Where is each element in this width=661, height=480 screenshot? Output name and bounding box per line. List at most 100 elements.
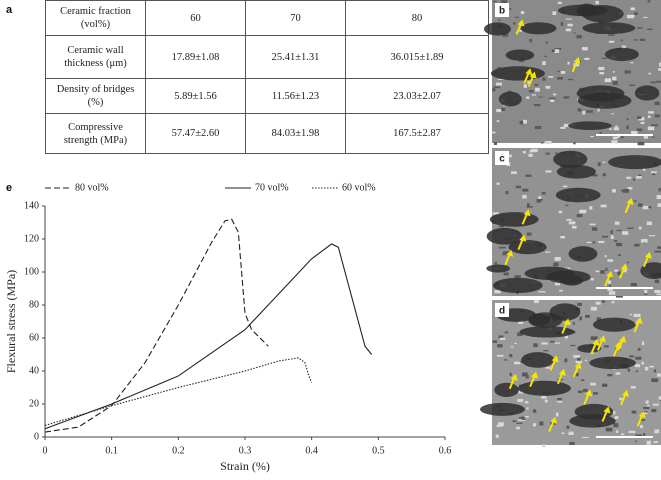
legend-label: 70 vol% — [255, 182, 289, 193]
texture — [608, 34, 615, 36]
texture — [567, 23, 573, 27]
texture — [526, 232, 532, 236]
texture — [586, 110, 593, 113]
pore — [505, 49, 535, 61]
arrow-head — [619, 335, 627, 343]
arrow-head — [638, 411, 646, 419]
texture — [509, 354, 513, 358]
texture — [531, 94, 536, 96]
texture — [634, 200, 637, 202]
pore — [494, 382, 519, 397]
texture — [643, 293, 648, 295]
texture — [492, 212, 500, 215]
texture — [496, 354, 504, 357]
texture — [496, 182, 500, 185]
arrow-head — [510, 373, 518, 381]
texture — [496, 120, 500, 122]
texture — [576, 35, 582, 39]
texture — [611, 113, 614, 115]
texture — [612, 189, 616, 193]
texture — [590, 382, 596, 386]
texture — [599, 72, 605, 75]
texture — [630, 386, 636, 389]
texture — [577, 108, 582, 112]
texture — [590, 336, 598, 341]
texture — [601, 300, 606, 303]
texture — [533, 300, 539, 303]
texture — [576, 356, 581, 361]
texture — [557, 76, 563, 80]
texture — [615, 372, 621, 375]
texture — [568, 431, 574, 436]
micrograph: c — [486, 148, 661, 298]
texture — [505, 190, 509, 195]
texture — [538, 96, 543, 98]
pore — [498, 91, 522, 107]
texture — [640, 425, 643, 429]
texture — [538, 196, 542, 200]
series-line — [44, 357, 313, 426]
texture — [647, 404, 650, 407]
texture — [627, 14, 635, 18]
table-cell: 5.89±1.56 — [145, 78, 246, 114]
texture — [629, 84, 635, 86]
pore — [490, 66, 545, 81]
arrow-head — [573, 56, 581, 64]
texture — [604, 255, 607, 258]
texture — [631, 130, 638, 134]
texture — [529, 38, 533, 43]
label-box — [495, 303, 509, 317]
texture — [586, 241, 592, 244]
texture — [523, 416, 529, 418]
texture — [651, 171, 657, 174]
texture — [529, 150, 532, 153]
texture — [581, 379, 585, 382]
micrograph: d — [479, 300, 661, 448]
texture — [653, 369, 657, 373]
pore — [521, 352, 555, 368]
texture — [541, 191, 546, 195]
table-row: Compressive strength (MPa) 57.47±2.60 84.0… — [45, 113, 489, 154]
texture — [550, 340, 555, 343]
texture — [644, 366, 649, 371]
texture — [635, 434, 643, 438]
texture — [612, 417, 617, 419]
texture — [553, 262, 559, 267]
texture — [492, 0, 497, 3]
table-cell: 25.41±1.31 — [245, 35, 346, 79]
label-box — [495, 151, 509, 165]
texture — [641, 341, 645, 346]
arrow-head — [519, 234, 527, 242]
texture — [503, 272, 509, 276]
texture — [602, 383, 608, 387]
texture — [607, 287, 613, 291]
texture — [557, 70, 561, 72]
texture — [652, 136, 655, 138]
texture — [607, 280, 612, 284]
texture — [638, 226, 642, 230]
texture — [626, 176, 632, 179]
texture — [495, 434, 499, 438]
texture — [635, 356, 642, 360]
texture — [557, 1, 562, 5]
texture — [508, 154, 512, 158]
table-cell: 84.03±1.98 — [245, 113, 346, 154]
texture — [554, 257, 561, 261]
texture — [622, 231, 629, 235]
texture — [565, 28, 571, 32]
texture — [563, 96, 570, 99]
texture — [570, 344, 576, 347]
texture — [633, 313, 641, 318]
texture — [558, 210, 563, 214]
texture — [642, 166, 646, 171]
texture — [654, 250, 661, 253]
texture — [536, 199, 542, 203]
y-tick-label: 60 — [29, 332, 39, 343]
texture — [613, 240, 618, 242]
texture — [551, 49, 555, 53]
texture — [513, 22, 516, 25]
panel-label: d — [499, 306, 505, 317]
texture — [654, 101, 660, 106]
texture — [612, 81, 618, 85]
